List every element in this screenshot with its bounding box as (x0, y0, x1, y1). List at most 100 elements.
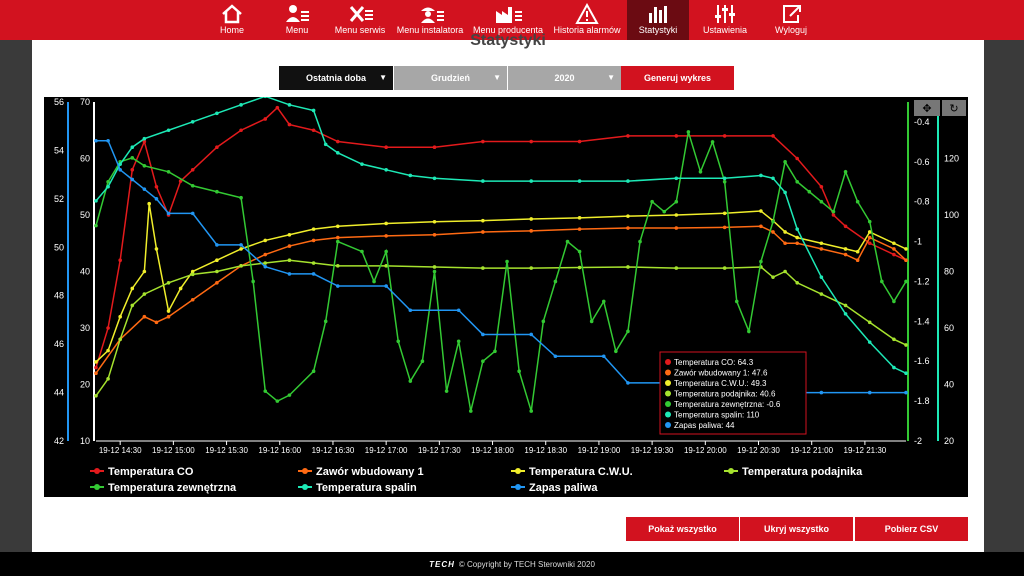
tooltip-marker (665, 369, 671, 376)
data-point (311, 108, 316, 113)
nav-menu[interactable]: Menu (274, 0, 320, 40)
data-point (106, 184, 110, 189)
data-point (481, 179, 485, 183)
data-point (239, 243, 243, 247)
data-point (904, 371, 908, 376)
nav-ustawienia[interactable]: Ustawienia (698, 0, 752, 40)
data-point (215, 258, 219, 262)
data-point (468, 409, 473, 413)
data-point (432, 176, 437, 181)
data-point (142, 269, 147, 274)
data-point (94, 223, 98, 228)
tooltip-entry: Temperatura spalin: 110 (674, 411, 760, 420)
data-point (843, 224, 848, 229)
data-point (118, 337, 122, 342)
data-point (166, 211, 171, 216)
data-point (493, 349, 497, 354)
data-point (722, 266, 727, 270)
data-point (819, 199, 824, 204)
show-all-button[interactable]: Pokaż wszystko (626, 517, 739, 541)
data-point (408, 379, 413, 383)
nav-historia-alarmow[interactable]: Historia alarmów (550, 0, 624, 40)
data-point (614, 349, 618, 354)
data-point (263, 261, 268, 265)
nav-wyloguj[interactable]: Wyloguj (764, 0, 818, 40)
data-point (311, 261, 316, 265)
series-line-1 (95, 225, 907, 374)
nav-menu-serwis-label: Menu serwis (334, 25, 386, 35)
data-point (892, 299, 896, 304)
data-point (142, 187, 147, 191)
data-point (263, 94, 268, 99)
data-point (795, 241, 799, 246)
data-point (420, 359, 425, 364)
data-point (795, 281, 799, 285)
data-point (142, 292, 147, 296)
left_outer-tick-label: 54 (54, 145, 64, 155)
download-csv-button[interactable]: Pobierz CSV (855, 517, 968, 541)
data-point (904, 279, 908, 284)
hide-all-button[interactable]: Ukryj wszystko (740, 517, 853, 541)
data-point (577, 139, 582, 144)
data-point (154, 247, 159, 251)
data-point (130, 168, 135, 172)
data-point (106, 179, 110, 184)
tooltip-entry: Zapas paliwa: 44 (674, 421, 735, 430)
data-point (759, 173, 763, 178)
x-tick-label: 19-12 15:00 (152, 446, 195, 455)
year-select[interactable]: 2020 ▼ (508, 66, 621, 90)
data-point (432, 269, 437, 274)
right_outer-tick-label: 120 (944, 154, 959, 164)
x-tick-label: 19-12 20:30 (737, 446, 780, 455)
data-point (106, 326, 110, 330)
data-point (166, 281, 171, 285)
nav-menu-instalatora[interactable]: Menu instalatora (394, 0, 466, 40)
data-point (215, 243, 219, 247)
data-point (384, 168, 388, 172)
legend-marker (728, 468, 734, 474)
left_inner-tick-label: 70 (80, 97, 90, 107)
data-point (275, 105, 280, 110)
data-point (287, 272, 292, 276)
data-point (275, 399, 280, 403)
nav-menu-serwis[interactable]: Menu serwis (331, 0, 389, 40)
data-point (287, 232, 292, 237)
data-point (215, 145, 219, 149)
data-point (311, 238, 316, 243)
data-point (892, 365, 896, 370)
data-point (311, 272, 316, 276)
x-tick-label: 19-12 19:30 (631, 446, 674, 455)
nav-menu-instalatora-label: Menu instalatora (396, 25, 464, 35)
stats-line-chart: 42 44 46 48 50 52 54 56 10 20 30 40 50 60 70 -2 -1.8 -1.6… (54, 94, 966, 494)
data-point (904, 390, 908, 395)
data-point (94, 199, 98, 203)
data-point (577, 249, 582, 254)
nav-menu-producenta[interactable]: Menu producenta (470, 0, 546, 40)
data-point (190, 183, 195, 188)
data-point (795, 156, 799, 161)
data-point (892, 252, 896, 257)
data-point (843, 252, 848, 257)
month-select[interactable]: Grudzień ▼ (394, 66, 507, 90)
data-point (589, 319, 594, 324)
data-point (263, 238, 268, 243)
data-point (553, 279, 558, 284)
data-point (843, 303, 848, 308)
data-point (819, 247, 824, 251)
legend-item-label: Temperatura podajnika (742, 466, 863, 478)
range-select[interactable]: Ostatnia doba ▼ (279, 66, 393, 90)
nav-statystyki[interactable]: Statystyki (627, 0, 689, 40)
data-point (759, 209, 763, 213)
nav-home[interactable]: Home (212, 0, 252, 40)
data-point (384, 284, 388, 288)
data-point (311, 227, 316, 231)
data-point (263, 389, 268, 393)
legend-marker (94, 468, 100, 474)
data-point (142, 136, 147, 141)
data-point (626, 134, 630, 138)
data-point (287, 122, 292, 127)
data-point (783, 230, 787, 234)
generate-chart-button[interactable]: Generuj wykres (621, 66, 734, 90)
data-point (565, 239, 570, 244)
left_inner-tick-label: 30 (80, 323, 90, 333)
